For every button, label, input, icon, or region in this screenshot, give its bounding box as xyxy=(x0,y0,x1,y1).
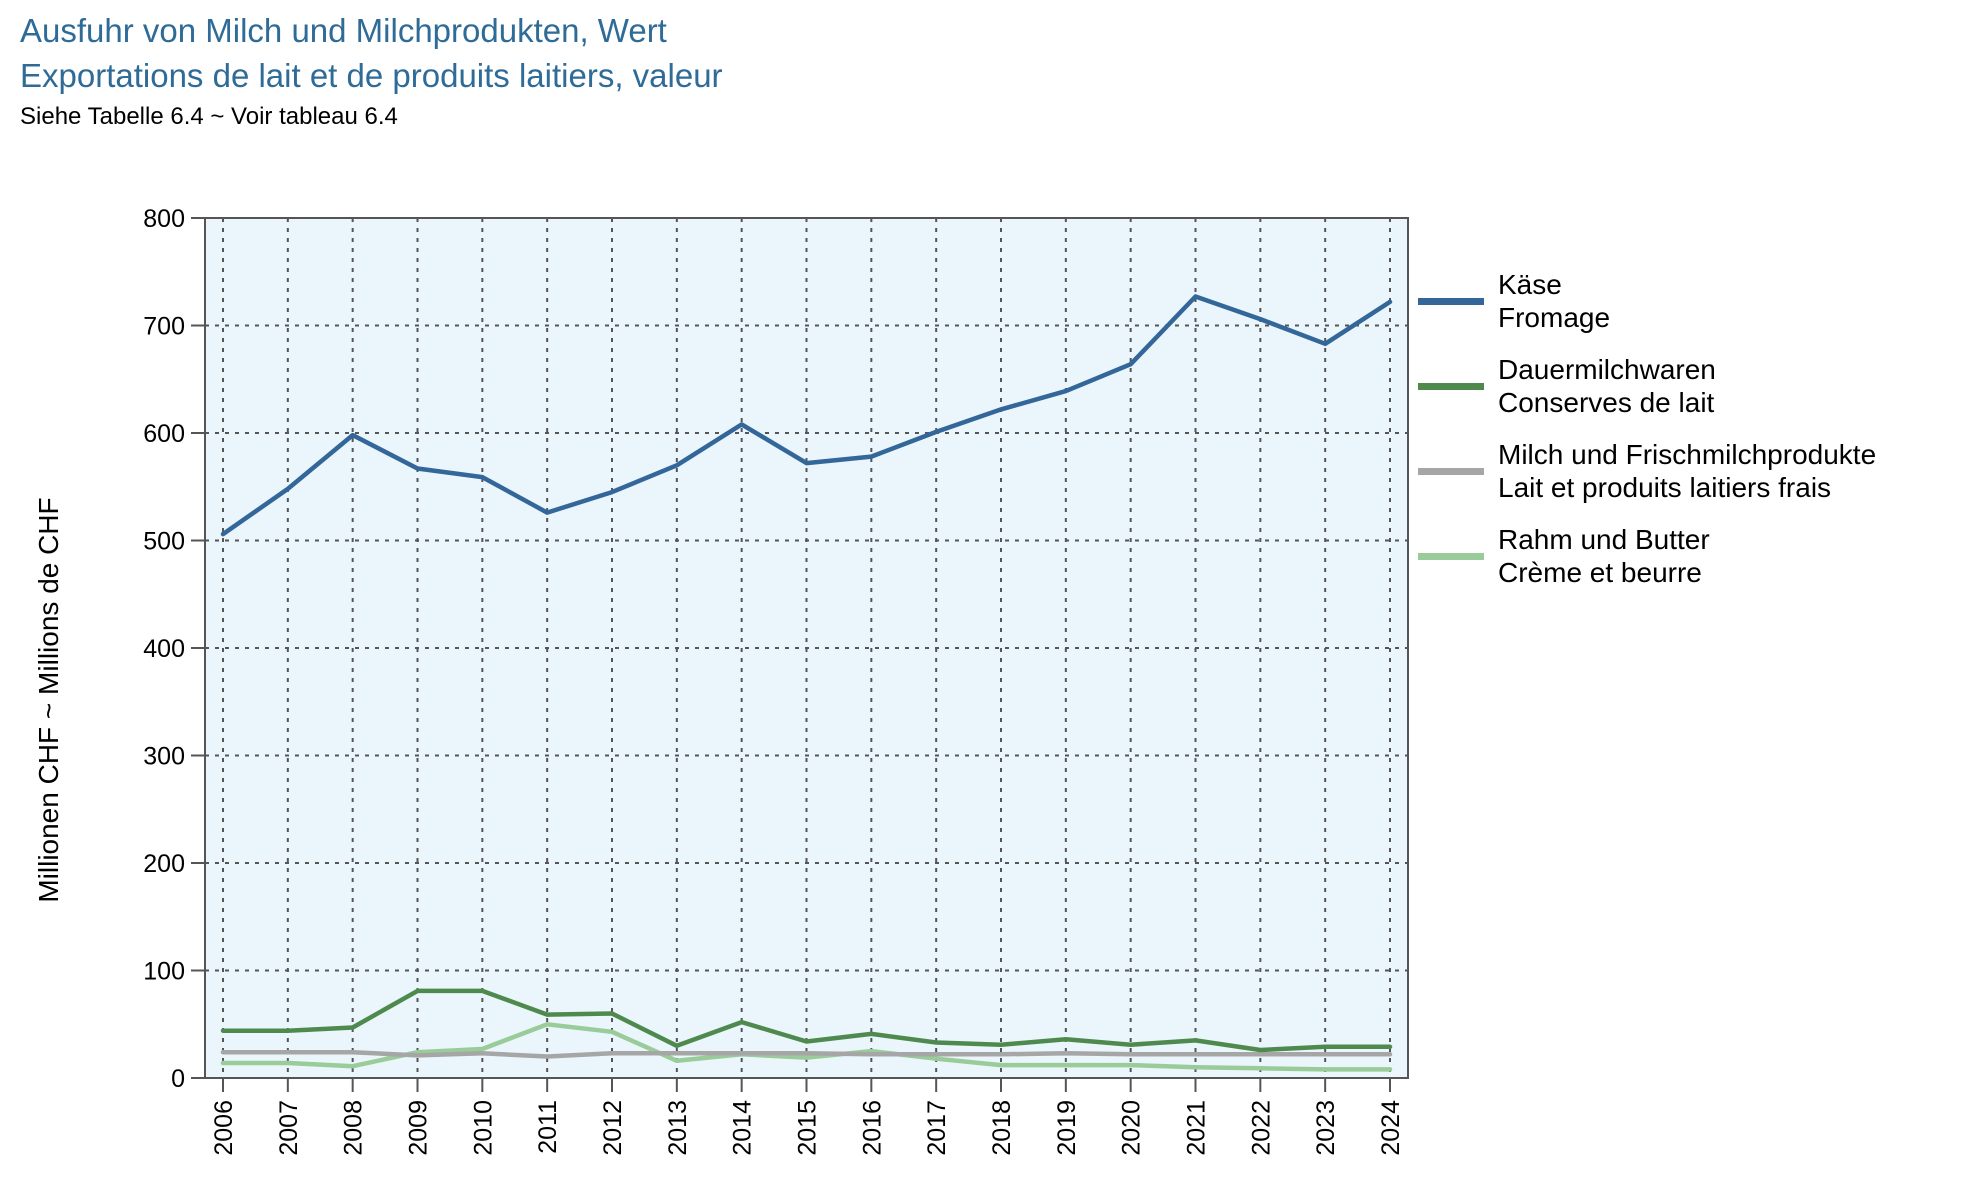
legend-swatch xyxy=(1418,468,1484,475)
series-line xyxy=(220,988,1393,1053)
y-axis-label: Millionen CHF ~ Millions de CHF xyxy=(33,497,64,902)
legend-label-fr: Crème et beurre xyxy=(1498,557,1702,588)
legend-swatch xyxy=(1418,383,1484,390)
x-tick-label: 2016 xyxy=(858,1100,886,1156)
y-tick-label: 700 xyxy=(143,313,185,341)
legend-label-fr: Lait et produits laitiers frais xyxy=(1498,472,1832,503)
legend-label-de: Rahm und Butter xyxy=(1498,524,1710,555)
chart-title-de: Ausfuhr von Milch und Milchprodukten, We… xyxy=(20,12,667,49)
x-tick-label: 2008 xyxy=(340,1100,368,1156)
x-tick-label: 2022 xyxy=(1247,1100,1275,1156)
x-tick-label: 2014 xyxy=(729,1100,757,1156)
legend-label-de: Milch und Frischmilchprodukte xyxy=(1498,439,1877,470)
x-tick-label: 2011 xyxy=(534,1100,562,1154)
series-line xyxy=(220,294,1393,537)
series-lines xyxy=(220,294,1393,1072)
x-tick-label: 2009 xyxy=(405,1100,433,1156)
x-tick-label: 2023 xyxy=(1312,1100,1340,1156)
y-tick-label: 600 xyxy=(143,420,185,448)
x-tick-label: 2015 xyxy=(794,1100,822,1156)
chart-title-fr: Exportations de lait et de produits lait… xyxy=(20,57,723,94)
x-tick-label: 2018 xyxy=(988,1100,1016,1156)
chart-subtitle: Siehe Tabelle 6.4 ~ Voir tableau 6.4 xyxy=(20,103,398,130)
legend-label-fr: Conserves de lait xyxy=(1498,387,1715,418)
y-tick-label: 200 xyxy=(143,850,185,878)
y-tick-label: 100 xyxy=(143,958,185,986)
legend-label-de: Käse xyxy=(1498,269,1562,300)
x-tick-label: 2017 xyxy=(923,1100,951,1156)
series-line xyxy=(220,1049,1393,1059)
axes: 0 100 200 300 400 500 600 700 800 2006 2007 2008 200… xyxy=(143,205,1405,1156)
x-tick-label: 2024 xyxy=(1377,1100,1405,1156)
y-tick-label: 0 xyxy=(171,1065,185,1093)
x-tick-label: 2006 xyxy=(210,1100,238,1156)
x-tick-label: 2020 xyxy=(1118,1100,1146,1156)
x-tick-label: 2019 xyxy=(1053,1100,1081,1156)
x-tick-label: 2013 xyxy=(664,1100,692,1156)
x-tick-label: 2012 xyxy=(599,1100,627,1156)
x-tick-label: 2021 xyxy=(1183,1100,1211,1156)
series-line xyxy=(220,1022,1393,1072)
y-tick-label: 800 xyxy=(143,205,185,233)
y-tick-label: 400 xyxy=(143,635,185,663)
legend-swatch xyxy=(1418,298,1484,305)
y-tick-label: 300 xyxy=(143,743,185,771)
y-tick-label: 500 xyxy=(143,528,185,556)
x-tick-label: 2007 xyxy=(275,1100,303,1156)
x-tick-label: 2010 xyxy=(469,1100,497,1156)
legend-swatch xyxy=(1418,553,1484,560)
legend-label-fr: Fromage xyxy=(1498,302,1611,333)
legend-label-de: Dauermilchwaren xyxy=(1498,354,1716,385)
